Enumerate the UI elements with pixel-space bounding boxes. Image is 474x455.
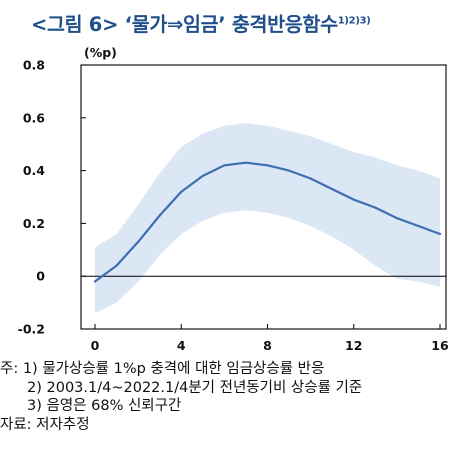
y-axis-unit-label: (%p)	[84, 45, 117, 60]
response-point	[115, 264, 118, 267]
note-3: 3) 음영은 68% 신뢰구간	[27, 398, 182, 414]
figure-notes: 주: 1) 물가상승률 1%p 충격에 대한 임금상승률 반응 2) 2003.…	[0, 360, 362, 434]
response-point	[374, 206, 377, 209]
response-point	[180, 190, 183, 193]
note-2: 2) 2003.1/4~2022.1/4분기 전년동기비 상승률 기준	[27, 379, 363, 396]
figure-title-footnote-refs: 1)2)3)	[337, 15, 371, 27]
figure-title: <그림 6> ‘물가⇒임금’ 충격반응함수1)2)3)	[31, 8, 371, 37]
response-point	[158, 214, 161, 217]
response-point	[201, 174, 204, 177]
x-tick-label: 8	[263, 338, 272, 353]
y-tick-label: 0.8	[23, 58, 45, 73]
plot-frame	[80, 64, 447, 330]
source-note: 자료: 저자추정	[0, 416, 90, 433]
y-tick-label: -0.2	[18, 322, 45, 337]
y-tick-label: 0	[36, 269, 45, 284]
x-tick-label: 16	[431, 338, 449, 353]
response-point	[331, 187, 334, 191]
response-point	[223, 164, 226, 167]
response-point	[309, 177, 312, 180]
note-1: 주: 1) 물가상승률 1%p 충격에 대한 임금상승률 반응	[0, 361, 325, 377]
response-point	[395, 217, 398, 220]
confidence-band	[95, 123, 440, 314]
response-point	[266, 164, 269, 167]
response-point	[137, 240, 140, 243]
figure-title-text: <그림 6> ‘물가⇒임금’ 충격반응함수	[31, 13, 338, 36]
response-point	[417, 224, 420, 228]
response-point	[287, 169, 291, 172]
response-point	[244, 161, 248, 164]
response-point	[352, 198, 355, 201]
y-tick-label: 0.4	[23, 163, 45, 178]
impulse-response-chart: 0.8 0.6 0.4 0.2 0 -0.2 0 4 8 12 16 (%p)	[18, 45, 449, 353]
response-point	[93, 280, 97, 283]
x-tick-label: 4	[177, 338, 186, 353]
x-tick-label: 0	[91, 338, 100, 353]
y-tick-label: 0.6	[23, 110, 45, 125]
response-point	[438, 232, 442, 236]
y-tick-label: 0.2	[23, 216, 45, 231]
x-tick-label: 12	[345, 338, 362, 353]
